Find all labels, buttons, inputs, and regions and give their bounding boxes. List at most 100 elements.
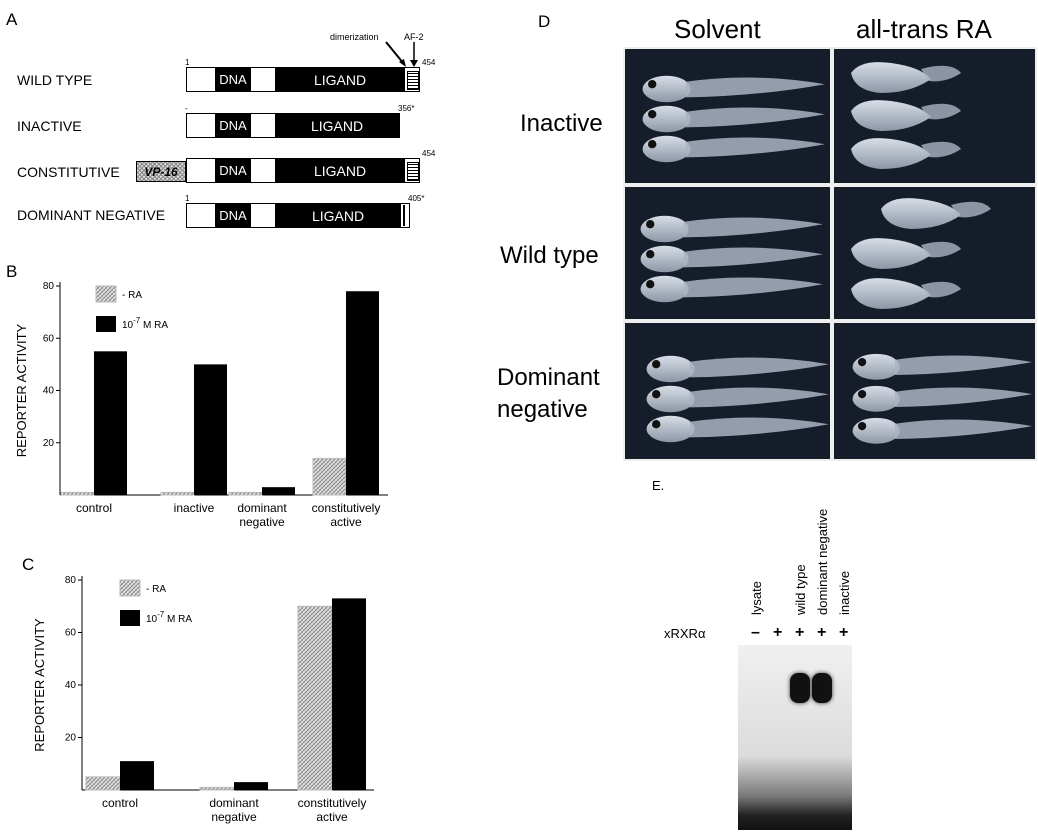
- y-tick-label-60: 60: [43, 333, 55, 344]
- wild-type-end: 454: [422, 58, 436, 67]
- ra-dominant-negative-tadpole-2-eye: [857, 421, 867, 431]
- solvent-tadpole-1-2: [640, 275, 823, 303]
- bar-control-10-7-m-ra: [120, 761, 154, 790]
- dimerization-arrowhead: [399, 59, 406, 67]
- negative-line: negative: [497, 396, 588, 423]
- ra-wildtype-tadpole-1-body: [851, 238, 931, 269]
- ra-wildtype-tadpole-0: [881, 198, 991, 229]
- solvent-tadpole-0-2: [642, 135, 825, 163]
- panel-label-a: A: [6, 10, 18, 29]
- lane-label-lysate: lysate: [749, 581, 764, 615]
- ra-inactive-tadpole-2-tail: [921, 141, 961, 158]
- dominant-negative-end: 405*: [408, 194, 425, 203]
- ra-wildtype-tadpole-0-body: [881, 198, 961, 229]
- ra-inactive-tadpole-1: [851, 100, 961, 131]
- ra-dominant-negative-tadpole-0-tail: [895, 355, 1032, 376]
- solvent-tadpole-1-1-tail: [683, 247, 823, 268]
- bar-constitutively-active-ra: [312, 457, 347, 496]
- constitutive-af2-box: [407, 162, 419, 181]
- legend-swatch-ra: [95, 285, 117, 303]
- wild-type-start: 1: [185, 58, 190, 67]
- ra-inactive-tadpole-0-body: [851, 62, 931, 93]
- bar-inactive-ra: [160, 491, 195, 496]
- y-tick-label-20: 20: [43, 438, 55, 449]
- ra-inactive-tadpole-2-body: [851, 138, 931, 169]
- bar-inactive-10-7-m-ra: [194, 364, 227, 495]
- ra-wildtype-tadpole-0-tail: [951, 201, 991, 218]
- row-label-constitutive: CONSTITUTIVE: [17, 164, 120, 180]
- lane-sign-1: +: [773, 624, 783, 641]
- ra-dominant-negative-tadpole-1-body: [852, 385, 900, 412]
- bar-dominant-negative-ra: [199, 786, 235, 791]
- bar-control-ra: [85, 776, 121, 791]
- solvent-tadpole-1-2-body: [640, 275, 689, 303]
- y-tick-label-80: 80: [43, 281, 55, 292]
- legend-swatch-10-7-m-ra: [96, 316, 116, 332]
- row-label-inactive-photo: Inactive: [520, 110, 603, 137]
- vp16-domain: VP-16: [136, 161, 186, 182]
- x-tick-label-constitutively-active-0: constitutively: [298, 796, 367, 810]
- af2-arrowhead: [410, 60, 418, 67]
- xrxr-alpha-label: xRXRα: [664, 626, 706, 641]
- dominant-negative-bar: DNA LIGAND: [186, 203, 410, 228]
- solvent-tadpole-2-1: [646, 385, 829, 413]
- ra-dominant-negative-tadpole-1-tail: [895, 387, 1032, 408]
- dominant-negative-dna-domain: DNA: [215, 204, 251, 227]
- wild-type-ligand-domain: LIGAND: [275, 68, 405, 91]
- constitutive-dna-domain: DNA: [215, 159, 251, 182]
- lane-label-inactive: inactive: [837, 570, 852, 615]
- wild-type-dna-domain: DNA: [215, 68, 251, 91]
- solvent-tadpole-2-1-body: [646, 385, 695, 413]
- ra-dominant-negative-tadpole-0-eye: [857, 357, 867, 367]
- solvent-tadpole-1-0-eye: [646, 220, 655, 229]
- y-axis-label: REPORTER ACTIVITY: [32, 618, 47, 752]
- solvent-tadpole-0-1-eye: [648, 110, 657, 119]
- lane-sign-4: +: [839, 624, 849, 641]
- constitutive-bar: DNA LIGAND: [186, 158, 420, 183]
- x-tick-label-dominant-negative-1: negative: [211, 810, 257, 824]
- ra-dominant-negative-tadpole-1-eye: [857, 389, 867, 399]
- ra-dominant-negative-tadpole-2: [852, 417, 1032, 444]
- x-tick-label-control: control: [102, 796, 138, 810]
- lane-sign-0: –: [751, 624, 760, 641]
- solvent-tadpole-1-2-tail: [683, 277, 823, 298]
- solvent-tadpole-0-1-body: [642, 105, 691, 133]
- y-tick-label-20: 20: [65, 733, 77, 744]
- solvent-tadpole-2-0: [646, 355, 829, 383]
- lane-label-dominant-negative: dominant negative: [815, 508, 830, 615]
- solvent-tadpole-2-2-tail: [689, 417, 829, 438]
- dominant-negative-end-mark: [403, 205, 405, 226]
- solvent-tadpole-0-2-eye: [648, 140, 657, 149]
- legend-label-ra: - RA: [122, 290, 142, 301]
- solvent-tadpole-2-1-tail: [689, 387, 829, 408]
- annotation-arrows: [385, 41, 418, 67]
- row-label-inactive: INACTIVE: [17, 118, 82, 134]
- solvent-tadpole-2-0-tail: [689, 357, 829, 378]
- ra-dominant-negative-tadpole-1: [852, 385, 1032, 412]
- ra-wildtype-tadpole-2: [851, 278, 961, 309]
- row-label-dominant-negative: DOMINANT NEGATIVE: [17, 207, 166, 223]
- panel-label-b: B: [6, 262, 18, 281]
- lane-sign-2: +: [795, 624, 805, 641]
- ra-inactive-tadpole-0-tail: [921, 65, 961, 82]
- ra-wildtype-tadpole-1-tail: [921, 241, 961, 258]
- ra-inactive-tadpole-1-body: [851, 100, 931, 131]
- inactive-end: 356*: [398, 104, 415, 113]
- constitutive-ligand-domain: LIGAND: [275, 159, 405, 182]
- dimerization-arrow: [385, 41, 405, 65]
- solvent-tadpole-0-2-body: [642, 135, 691, 163]
- col-title-solvent: Solvent: [674, 14, 761, 44]
- x-tick-label-dominant-negative-0: dominant: [237, 501, 287, 515]
- x-tick-label-control: control: [76, 501, 112, 515]
- gel-band-lane-2: [790, 673, 810, 703]
- ra-wildtype-tadpole-1: [851, 238, 961, 269]
- solvent-tadpole-1-1-eye: [646, 250, 655, 259]
- solvent-tadpole-2-0-body: [646, 355, 695, 383]
- bar-dominant-negative-ra: [228, 491, 263, 496]
- panel-c-chart: 20 40 60 80 REPORTER ACTIVITY control dominant…: [32, 575, 374, 824]
- x-tick-label-dominant-negative-0: dominant: [209, 796, 259, 810]
- solvent-tadpole-2-0-eye: [652, 360, 661, 369]
- row-label-wild-type: WILD TYPE: [17, 72, 93, 88]
- bar-dominant-negative-10-7-m-ra: [234, 782, 268, 790]
- inactive-ligand-domain: LIGAND: [275, 114, 399, 137]
